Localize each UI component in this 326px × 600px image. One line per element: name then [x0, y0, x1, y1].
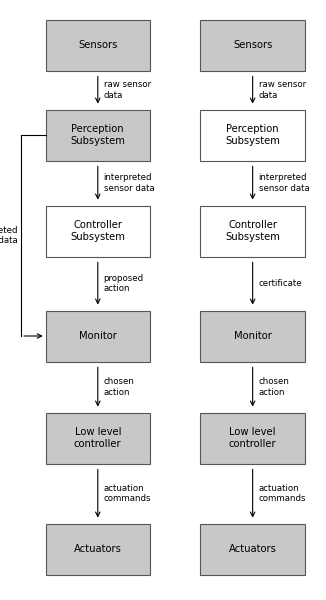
Text: chosen
action: chosen action: [104, 377, 135, 397]
FancyBboxPatch shape: [46, 205, 150, 257]
FancyBboxPatch shape: [46, 523, 150, 575]
Text: chosen
action: chosen action: [259, 377, 289, 397]
FancyBboxPatch shape: [46, 311, 150, 361]
FancyBboxPatch shape: [46, 19, 150, 70]
FancyBboxPatch shape: [200, 205, 305, 257]
FancyBboxPatch shape: [200, 311, 305, 361]
Text: Perception
Subsystem: Perception Subsystem: [70, 124, 125, 146]
Text: Perception
Subsystem: Perception Subsystem: [225, 124, 280, 146]
Text: interpreted
sensor data: interpreted sensor data: [104, 173, 155, 193]
FancyBboxPatch shape: [200, 109, 305, 160]
Text: Controller
Subsystem: Controller Subsystem: [70, 220, 125, 242]
Text: Monitor: Monitor: [79, 331, 117, 341]
Text: Monitor: Monitor: [234, 331, 272, 341]
Text: Controller
Subsystem: Controller Subsystem: [225, 220, 280, 242]
Text: raw sensor
data: raw sensor data: [104, 80, 151, 100]
Text: Low level
controller: Low level controller: [74, 427, 122, 449]
Text: Low level
controller: Low level controller: [229, 427, 276, 449]
Text: interpreted
sensor data: interpreted sensor data: [259, 173, 309, 193]
Text: actuation
commands: actuation commands: [259, 484, 306, 503]
Text: proposed
action: proposed action: [104, 274, 144, 293]
FancyBboxPatch shape: [200, 413, 305, 463]
Text: interpreted
sensor data: interpreted sensor data: [0, 226, 17, 245]
Text: certificate: certificate: [259, 279, 302, 288]
FancyBboxPatch shape: [46, 109, 150, 160]
Text: Actuators: Actuators: [74, 544, 122, 554]
Text: raw sensor
data: raw sensor data: [259, 80, 306, 100]
Text: Sensors: Sensors: [78, 40, 117, 50]
FancyBboxPatch shape: [200, 523, 305, 575]
FancyBboxPatch shape: [46, 413, 150, 463]
Text: actuation
commands: actuation commands: [104, 484, 151, 503]
FancyBboxPatch shape: [200, 19, 305, 70]
Text: Actuators: Actuators: [229, 544, 276, 554]
Text: Sensors: Sensors: [233, 40, 272, 50]
